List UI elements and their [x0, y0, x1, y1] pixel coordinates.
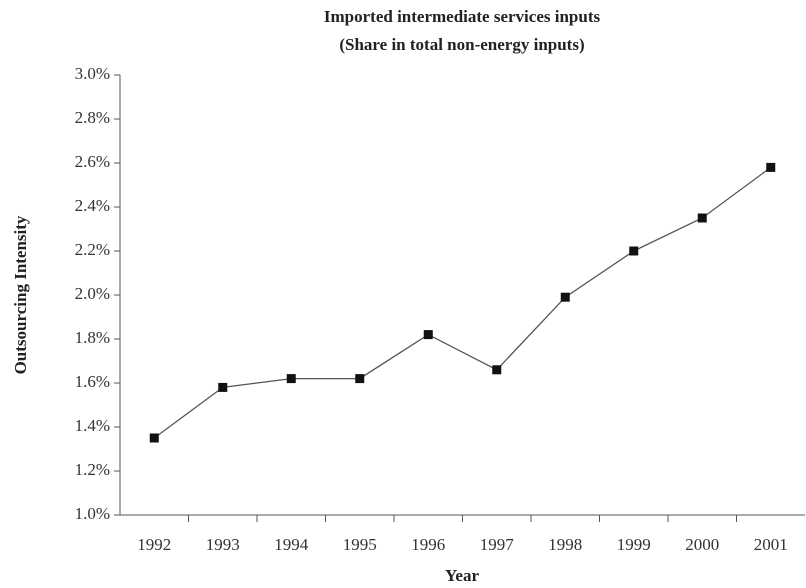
- data-point: [766, 162, 776, 172]
- data-point: [149, 433, 159, 443]
- x-tick-label: 2001: [754, 535, 788, 554]
- y-tick-label: 1.4%: [75, 416, 110, 435]
- data-point: [218, 382, 228, 392]
- x-tick-label: 1992: [137, 535, 171, 554]
- data-point: [286, 374, 296, 384]
- x-tick-label: 1998: [548, 535, 582, 554]
- x-tick-label: 2000: [685, 535, 719, 554]
- data-point: [355, 374, 365, 384]
- y-tick-label: 3.0%: [75, 64, 110, 83]
- x-tick-label: 1995: [343, 535, 377, 554]
- y-tick-label: 1.6%: [75, 372, 110, 391]
- data-point: [492, 365, 502, 375]
- x-tick-label: 1997: [480, 535, 515, 554]
- y-tick-label: 2.6%: [75, 152, 110, 171]
- y-tick-label: 2.2%: [75, 240, 110, 259]
- chart-title: Imported intermediate services inputs: [324, 7, 601, 26]
- x-tick-label: 1999: [617, 535, 651, 554]
- y-tick-label: 1.0%: [75, 504, 110, 523]
- x-tick-label: 1993: [206, 535, 240, 554]
- y-tick-label: 2.4%: [75, 196, 110, 215]
- y-tick-label: 1.2%: [75, 460, 110, 479]
- x-tick-label: 1996: [411, 535, 445, 554]
- data-line: [153, 166, 772, 439]
- y-axis-title: Outsourcing Intensity: [11, 215, 30, 374]
- y-tick-label: 2.8%: [75, 108, 110, 127]
- x-axis-title: Year: [445, 566, 479, 585]
- chart-subtitle: (Share in total non-energy inputs): [339, 35, 584, 54]
- x-tick-label: 1994: [274, 535, 309, 554]
- data-point: [697, 213, 707, 223]
- y-tick-label: 1.8%: [75, 328, 110, 347]
- data-point: [560, 292, 570, 302]
- y-tick-label: 2.0%: [75, 284, 110, 303]
- data-point: [629, 246, 639, 256]
- data-point: [423, 330, 433, 340]
